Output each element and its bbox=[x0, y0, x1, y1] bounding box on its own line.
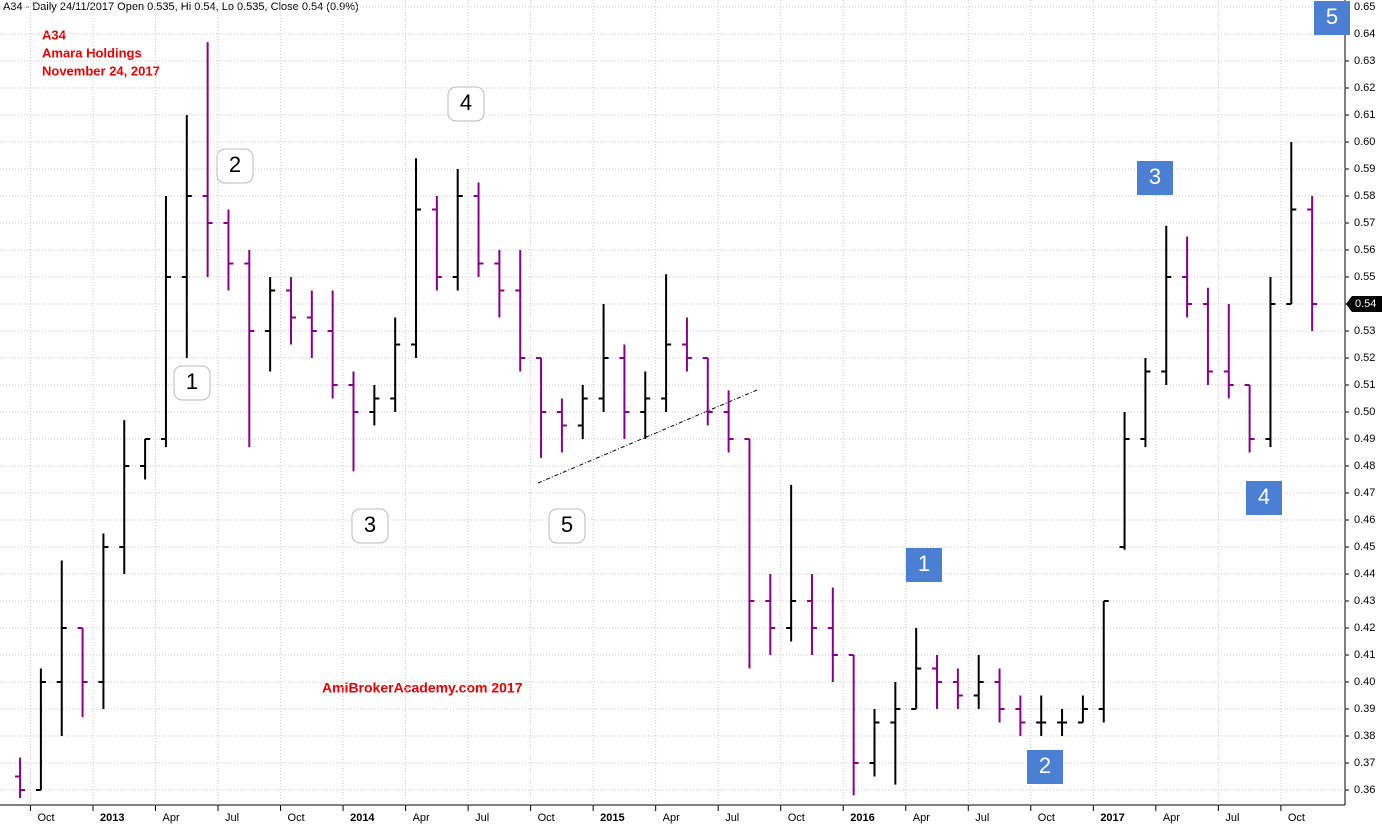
x-tick-label: Oct bbox=[788, 812, 805, 824]
y-tick-label: 0.58 bbox=[1354, 190, 1375, 202]
y-tick-label: 0.45 bbox=[1354, 541, 1375, 553]
y-tick-label: 0.43 bbox=[1354, 595, 1375, 607]
y-tick-label: 0.41 bbox=[1354, 649, 1375, 661]
wave-box bbox=[351, 508, 389, 544]
y-tick-label: 0.52 bbox=[1354, 352, 1375, 364]
wave-label: 2 bbox=[229, 152, 241, 177]
y-tick-label: 0.65 bbox=[1354, 1, 1375, 13]
x-tick-label: 2015 bbox=[600, 812, 624, 824]
annotation: November 24, 2017 bbox=[42, 63, 160, 78]
x-tick-label: Apr bbox=[663, 812, 680, 824]
wave-box-blue bbox=[1246, 481, 1282, 515]
annotation: A34 bbox=[42, 27, 67, 42]
y-tick-label: 0.39 bbox=[1354, 703, 1375, 715]
x-tick-label: Jul bbox=[1225, 812, 1239, 824]
x-tick-label: Jul bbox=[975, 812, 989, 824]
trend-line bbox=[537, 389, 758, 484]
x-tick-label: 2013 bbox=[100, 812, 124, 824]
y-tick-label: 0.57 bbox=[1354, 217, 1375, 229]
wave-box-blue bbox=[1314, 1, 1350, 35]
y-tick-label: 0.56 bbox=[1354, 244, 1375, 256]
x-tick-label: Oct bbox=[1038, 812, 1055, 824]
x-tick-label: Jul bbox=[225, 812, 239, 824]
wave-box-blue bbox=[1137, 161, 1173, 195]
x-tick-label: Apr bbox=[163, 812, 180, 824]
wave-box-blue bbox=[1027, 750, 1063, 784]
x-tick-label: Jul bbox=[475, 812, 489, 824]
wave-label-blue: 4 bbox=[1258, 484, 1270, 509]
wave-label-blue: 1 bbox=[918, 551, 930, 576]
y-tick-label: 0.64 bbox=[1354, 28, 1375, 40]
wave-label: 3 bbox=[364, 512, 376, 537]
x-tick-label: Oct bbox=[37, 812, 54, 824]
y-tick-label: 0.63 bbox=[1354, 55, 1375, 67]
y-tick-label: 0.61 bbox=[1354, 109, 1375, 121]
y-tick-label: 0.48 bbox=[1354, 460, 1375, 472]
x-tick-label: 2017 bbox=[1100, 812, 1124, 824]
last-price-label: 0.54 bbox=[1355, 298, 1376, 310]
y-tick-label: 0.55 bbox=[1354, 271, 1375, 283]
wave-box-blue bbox=[906, 548, 942, 582]
annotation: Amara Holdings bbox=[42, 45, 142, 60]
wave-label-blue: 3 bbox=[1149, 164, 1161, 189]
y-tick-label: 0.49 bbox=[1354, 433, 1375, 445]
y-tick-label: 0.60 bbox=[1354, 136, 1375, 148]
x-tick-label: 2016 bbox=[850, 812, 874, 824]
wave-box bbox=[447, 86, 485, 122]
y-tick-label: 0.62 bbox=[1354, 82, 1375, 94]
y-tick-label: 0.47 bbox=[1354, 487, 1375, 499]
wave-label: 1 bbox=[186, 369, 198, 394]
y-tick-label: 0.38 bbox=[1354, 730, 1375, 742]
x-tick-label: Jul bbox=[725, 812, 739, 824]
y-tick-label: 0.50 bbox=[1354, 406, 1375, 418]
wave-box bbox=[173, 365, 211, 401]
wave-label-blue: 5 bbox=[1326, 4, 1338, 29]
y-tick-label: 0.53 bbox=[1354, 325, 1375, 337]
x-tick-label: Oct bbox=[288, 812, 305, 824]
wave-label: 5 bbox=[561, 512, 573, 537]
y-tick-label: 0.36 bbox=[1354, 784, 1375, 796]
x-tick-label: Oct bbox=[1288, 812, 1305, 824]
y-tick-label: 0.46 bbox=[1354, 514, 1375, 526]
wave-box bbox=[216, 148, 254, 184]
wave-label: 4 bbox=[460, 90, 472, 115]
last-price-marker bbox=[1346, 296, 1382, 312]
wave-box bbox=[548, 508, 586, 544]
x-tick-label: Oct bbox=[538, 812, 555, 824]
y-tick-label: 0.37 bbox=[1354, 757, 1375, 769]
watermark: AmiBrokerAcademy.com 2017 bbox=[322, 680, 523, 696]
y-tick-label: 0.40 bbox=[1354, 676, 1375, 688]
x-tick-label: Apr bbox=[413, 812, 430, 824]
x-tick-label: Apr bbox=[913, 812, 930, 824]
wave-label-blue: 2 bbox=[1039, 753, 1051, 778]
y-tick-label: 0.42 bbox=[1354, 622, 1375, 634]
y-tick-label: 0.44 bbox=[1354, 568, 1375, 580]
x-tick-label: 2014 bbox=[350, 812, 375, 824]
y-tick-label: 0.59 bbox=[1354, 163, 1375, 175]
y-tick-label: 0.51 bbox=[1354, 379, 1375, 391]
x-tick-label: Apr bbox=[1163, 812, 1180, 824]
